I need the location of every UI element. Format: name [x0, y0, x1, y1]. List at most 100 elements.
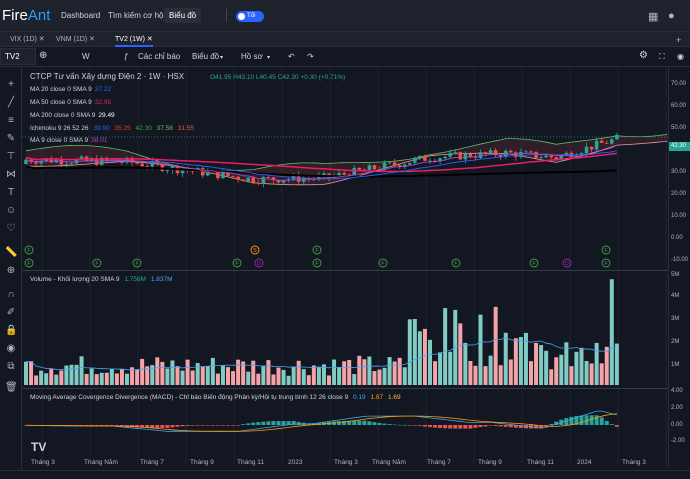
lock-draw-icon[interactable]: ✐ — [6, 307, 16, 318]
theme-toggle[interactable]: Tối — [236, 11, 264, 22]
undo-icon[interactable]: ↶ — [288, 52, 295, 61]
candle-body — [382, 162, 387, 170]
volume-bar — [609, 279, 614, 385]
candle-body — [604, 142, 609, 144]
pane-separator[interactable] — [22, 270, 668, 271]
legend-ma50[interactable]: MA 50 close 0 SMA 9 32.95 — [30, 99, 111, 106]
chart-toolbar: TV2 ⊕ W ƒ Các chỉ báo Biểu đồ ▾ Hồ sơ ▾ … — [0, 47, 690, 67]
tradingview-logo-icon[interactable]: TV — [31, 440, 47, 454]
candle-body — [408, 162, 412, 165]
fireant-logo[interactable]: FireAnt — [2, 7, 50, 24]
legend-value: 1.87 — [370, 394, 384, 401]
trash-icon[interactable]: 🗑 — [5, 382, 18, 393]
legend-ma200[interactable]: MA 200 close 0 SMA 9 29.49 — [30, 112, 115, 119]
symbol-input[interactable]: TV2 — [0, 48, 36, 65]
time-tick: Tháng 3 — [31, 459, 55, 466]
price-axis[interactable]: 70.00 60.00 50.00 40.00 30.00 20.00 10.0… — [668, 67, 690, 467]
volume-bar — [231, 371, 236, 385]
candle-body — [554, 157, 559, 160]
macd-histogram-bar — [281, 421, 286, 425]
legend-value: 39.90 — [93, 125, 110, 132]
candle-body — [317, 175, 321, 179]
legend-ma20[interactable]: MA 20 close 0 SMA 9 37.22 — [30, 86, 111, 93]
profile-button[interactable]: Hồ sơ — [241, 52, 263, 61]
chart-type-button[interactable]: Biểu đồ — [192, 52, 220, 61]
macd-histogram-bar — [579, 415, 584, 425]
legend-name: MA 20 close 0 SMA 9 — [30, 86, 92, 93]
volume-bar — [99, 372, 104, 385]
price-chart[interactable]: F F F F F S D F F F F F D F F — [22, 67, 668, 467]
tab-tv2[interactable]: TV2 (1W) ✕ — [115, 35, 153, 47]
candle-body — [140, 163, 144, 167]
add-symbol-icon[interactable]: ⊕ — [39, 50, 48, 61]
redo-icon[interactable]: ↷ — [307, 52, 314, 61]
volume-ma-line — [25, 337, 617, 371]
candle-body — [39, 160, 43, 164]
macd-histogram-bar — [226, 425, 230, 426]
volume-bar — [589, 363, 594, 385]
tab-vnm[interactable]: VNM (1D) ✕ — [56, 35, 95, 43]
crosshair-icon[interactable]: + — [8, 79, 14, 90]
nav-dashboard[interactable]: Dashboard — [61, 11, 101, 20]
legend-macd[interactable]: Moving Average Covergence Divergence (MA… — [30, 394, 401, 401]
fib-icon[interactable]: ⊤ — [6, 151, 16, 162]
ruler-icon[interactable]: 📏 — [5, 247, 18, 258]
eye-icon[interactable]: ◉ — [6, 343, 16, 354]
nav-search-opportunity[interactable]: Tìm kiếm cơ hội — [108, 11, 166, 20]
volume-bar — [559, 354, 564, 385]
candle-body — [221, 172, 225, 179]
close-icon[interactable]: ✕ — [38, 36, 45, 43]
ohlc-readout: O41.95 H43.10 L40.45 C42.30 +0.30 (+0.71… — [210, 74, 345, 81]
pattern-icon[interactable]: ⋈ — [6, 169, 16, 180]
volume-bar — [539, 345, 544, 385]
camera-icon[interactable]: ◉ — [677, 52, 684, 61]
indicators-icon[interactable]: ƒ — [124, 52, 129, 61]
legend-name: Volume - Khối lượng 20 SMA 9 — [30, 276, 120, 283]
macd-tick: 2.00 — [671, 405, 683, 411]
candle-body — [559, 155, 564, 160]
layers-icon[interactable]: ⧉ — [7, 361, 15, 372]
legend-ma9[interactable]: MA 9 close 0 SMA 9 38.01 — [30, 137, 107, 144]
volume-bar — [478, 314, 483, 385]
macd-histogram-bar — [453, 425, 458, 429]
lock-icon[interactable]: 🔒 — [5, 325, 18, 336]
volume-bar — [321, 364, 326, 385]
tab-vix[interactable]: VIX (1D) ✕ — [10, 35, 45, 43]
legend-ichimoku[interactable]: Ichimoku 9 26 52 26 39.90 35.25 42.30 37… — [30, 125, 194, 132]
drawing-toolbar: + ╱ ≡ ✎ ⊤ ⋈ T ☺ ♡ 📏 ⊕ ∩ ✐ 🔒 ◉ ⧉ 🗑 — [0, 67, 22, 479]
macd-histogram-bar — [347, 420, 352, 425]
shapes-icon[interactable]: ☺ — [5, 205, 17, 216]
user-icon[interactable]: ● — [668, 10, 675, 22]
grid-icon[interactable]: ▦ — [648, 11, 659, 23]
volume-bar — [104, 372, 109, 385]
fullscreen-icon[interactable]: ⛶ — [659, 52, 665, 61]
settings-icon[interactable]: ⚙ — [639, 50, 648, 61]
pane-separator[interactable] — [22, 388, 668, 389]
legend-volume[interactable]: Volume - Khối lượng 20 SMA 9 1.756M 1.83… — [30, 276, 173, 283]
text-icon[interactable]: T — [7, 187, 15, 198]
candle-body — [387, 162, 392, 164]
volume-bar — [296, 360, 301, 385]
candle-body — [251, 177, 256, 183]
event-marker-label: S — [253, 248, 257, 254]
indicators-button[interactable]: Các chỉ báo — [138, 52, 181, 61]
candle-body — [443, 156, 447, 159]
nav-chart[interactable]: Biểu đồ — [164, 8, 202, 23]
zoom-icon[interactable]: ⊕ — [6, 265, 16, 276]
magnet-icon[interactable]: ∩ — [7, 289, 15, 300]
trendline-icon[interactable]: ╱ — [7, 97, 15, 108]
event-marker-icon — [24, 245, 34, 255]
price-tick: 20.00 — [671, 191, 687, 197]
macd-histogram-bar — [210, 425, 215, 426]
macd-histogram-bar — [488, 425, 493, 426]
macd-histogram-bar — [150, 425, 155, 428]
interval-button[interactable]: W — [82, 52, 90, 61]
close-icon[interactable]: ✕ — [89, 36, 95, 43]
horizontal-line-icon[interactable]: ≡ — [8, 115, 14, 126]
brush-icon[interactable]: ✎ — [6, 133, 16, 144]
time-axis[interactable]: Tháng 3 Tháng Năm Tháng 7 Tháng 9 Tháng … — [22, 458, 668, 470]
heart-icon[interactable]: ♡ — [6, 223, 16, 234]
legend-value: 0.19 — [353, 394, 366, 401]
close-icon[interactable]: ✕ — [146, 36, 153, 43]
add-tab-icon[interactable]: + — [676, 35, 682, 45]
